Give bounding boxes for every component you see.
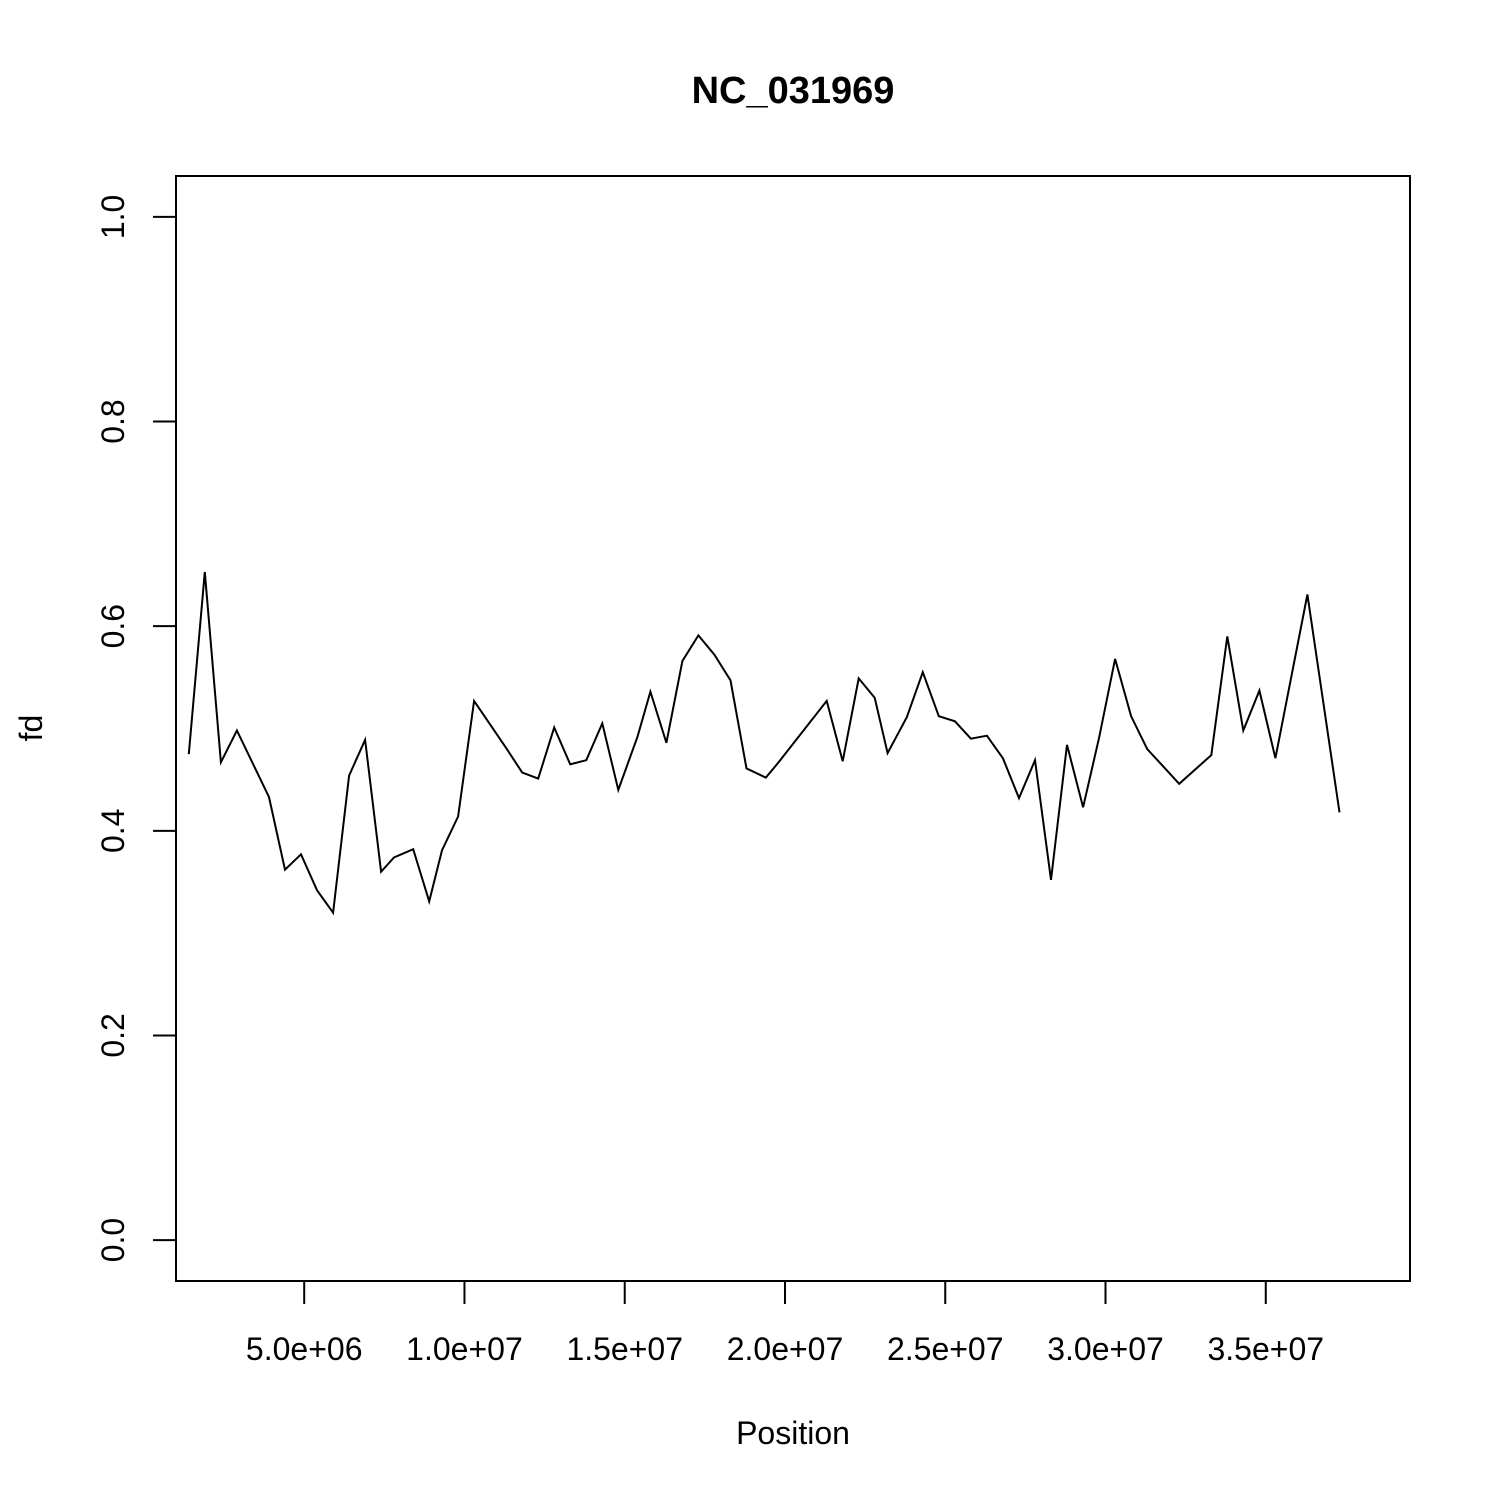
x-tick-label: 2.5e+07 (887, 1331, 1004, 1367)
y-axis: 0.0 0.2 0.4 0.6 0.8 1.0 (95, 195, 177, 1262)
x-tick-label: 3.5e+07 (1207, 1331, 1324, 1367)
x-axis-label: Position (736, 1415, 850, 1451)
x-tick-label: 5.0e+06 (246, 1331, 363, 1367)
y-tick-label: 0.4 (95, 809, 131, 853)
x-tick-label: 3.0e+07 (1047, 1331, 1164, 1367)
x-tick-label: 1.5e+07 (566, 1331, 683, 1367)
series-line (187, 571, 1341, 916)
plot-frame (175, 175, 1411, 1282)
y-tick-label: 0.0 (95, 1218, 131, 1262)
x-tick-label: 2.0e+07 (727, 1331, 844, 1367)
series-group (187, 571, 1341, 916)
x-axis: 5.0e+06 1.0e+07 1.5e+07 2.0e+07 2.5e+07 3.0e+… (246, 1280, 1324, 1367)
y-tick-label: 0.8 (95, 399, 131, 443)
y-tick-label: 1.0 (95, 195, 131, 239)
chart-title: NC_031969 (692, 70, 895, 112)
y-tick-label: 0.6 (95, 604, 131, 648)
y-tick-label: 0.2 (95, 1013, 131, 1057)
y-axis-label: fd (13, 715, 49, 742)
x-tick-label: 1.0e+07 (406, 1331, 523, 1367)
